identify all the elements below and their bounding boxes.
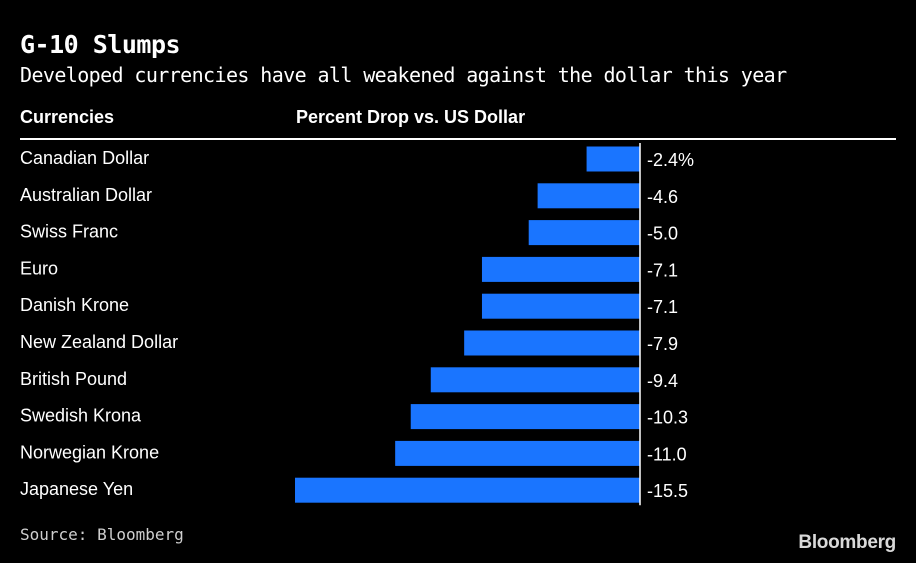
- value-label: -9.4: [647, 371, 678, 391]
- value-label: -10.3: [647, 408, 688, 428]
- bar: [481, 256, 640, 282]
- category-label: Japanese Yen: [20, 479, 133, 499]
- source-note: Source: Bloomberg: [20, 525, 184, 544]
- bar: [430, 367, 640, 393]
- category-label: New Zealand Dollar: [20, 332, 178, 352]
- category-label: Norwegian Krone: [20, 442, 159, 462]
- bar: [395, 440, 640, 466]
- category-label: Canadian Dollar: [20, 148, 149, 168]
- bar: [528, 220, 640, 246]
- category-label: Euro: [20, 258, 58, 278]
- value-label: -4.6: [647, 187, 678, 207]
- category-label: Australian Dollar: [20, 185, 152, 205]
- bar: [464, 330, 640, 356]
- bloomberg-logo: Bloomberg: [798, 532, 896, 553]
- header-rule: [20, 138, 896, 140]
- bar: [481, 293, 640, 319]
- value-label: -7.1: [647, 297, 678, 317]
- bar: [295, 477, 640, 503]
- category-label: Swedish Krona: [20, 406, 142, 426]
- value-label: -7.1: [647, 260, 678, 280]
- bar: [537, 183, 640, 209]
- category-label: Danish Krone: [20, 295, 129, 315]
- bar: [586, 146, 640, 172]
- category-label: British Pound: [20, 369, 127, 389]
- column-header-percent-drop: Percent Drop vs. US Dollar: [296, 107, 526, 127]
- value-label: -2.4%: [647, 150, 694, 170]
- value-label: -11.0: [647, 444, 687, 464]
- value-label: -7.9: [647, 334, 678, 354]
- value-label: -15.5: [647, 481, 688, 501]
- category-label: Swiss Franc: [20, 222, 118, 242]
- chart-subtitle: Developed currencies have all weakened a…: [20, 63, 787, 87]
- column-header-currencies: Currencies: [20, 107, 115, 127]
- chart-title: G-10 Slumps: [20, 30, 181, 59]
- value-label: -5.0: [647, 224, 678, 244]
- bar: [410, 404, 640, 430]
